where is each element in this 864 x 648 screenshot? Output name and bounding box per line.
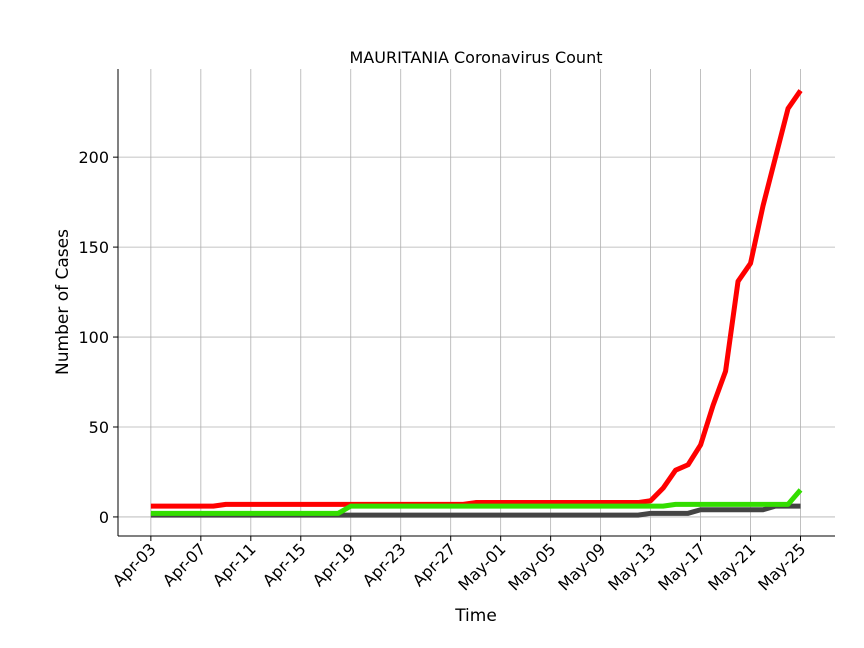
y-tick-label: 50 <box>89 418 109 437</box>
x-tick-label: May-25 <box>754 539 809 594</box>
series-line <box>150 89 803 509</box>
y-tick-label: 150 <box>78 238 109 257</box>
x-tick-label: Apr-15 <box>259 539 310 590</box>
x-tick-label: May-05 <box>504 539 559 594</box>
x-tick-label: May-09 <box>554 539 609 594</box>
x-tick-label: May-21 <box>704 539 759 594</box>
y-tick-label: 200 <box>78 148 109 167</box>
series-line <box>150 488 803 516</box>
x-tick-label: May-01 <box>454 539 509 594</box>
x-tick-label: Apr-03 <box>109 539 160 590</box>
x-tick-label: Apr-27 <box>409 539 460 590</box>
y-tick-label: 100 <box>78 328 109 347</box>
x-tick-label: May-13 <box>604 539 659 594</box>
x-tick-label: Apr-11 <box>209 539 260 590</box>
chart-title: MAURITANIA Coronavirus Count <box>350 48 603 67</box>
x-tick-label: Apr-23 <box>359 539 410 590</box>
x-tick-label: Apr-07 <box>159 539 210 590</box>
x-tick-label: Apr-19 <box>309 539 360 590</box>
y-tick-label: 0 <box>99 508 109 527</box>
y-axis-label: Number of Cases <box>53 229 73 375</box>
x-tick-label: May-17 <box>654 539 709 594</box>
x-axis-label: Time <box>454 606 497 626</box>
